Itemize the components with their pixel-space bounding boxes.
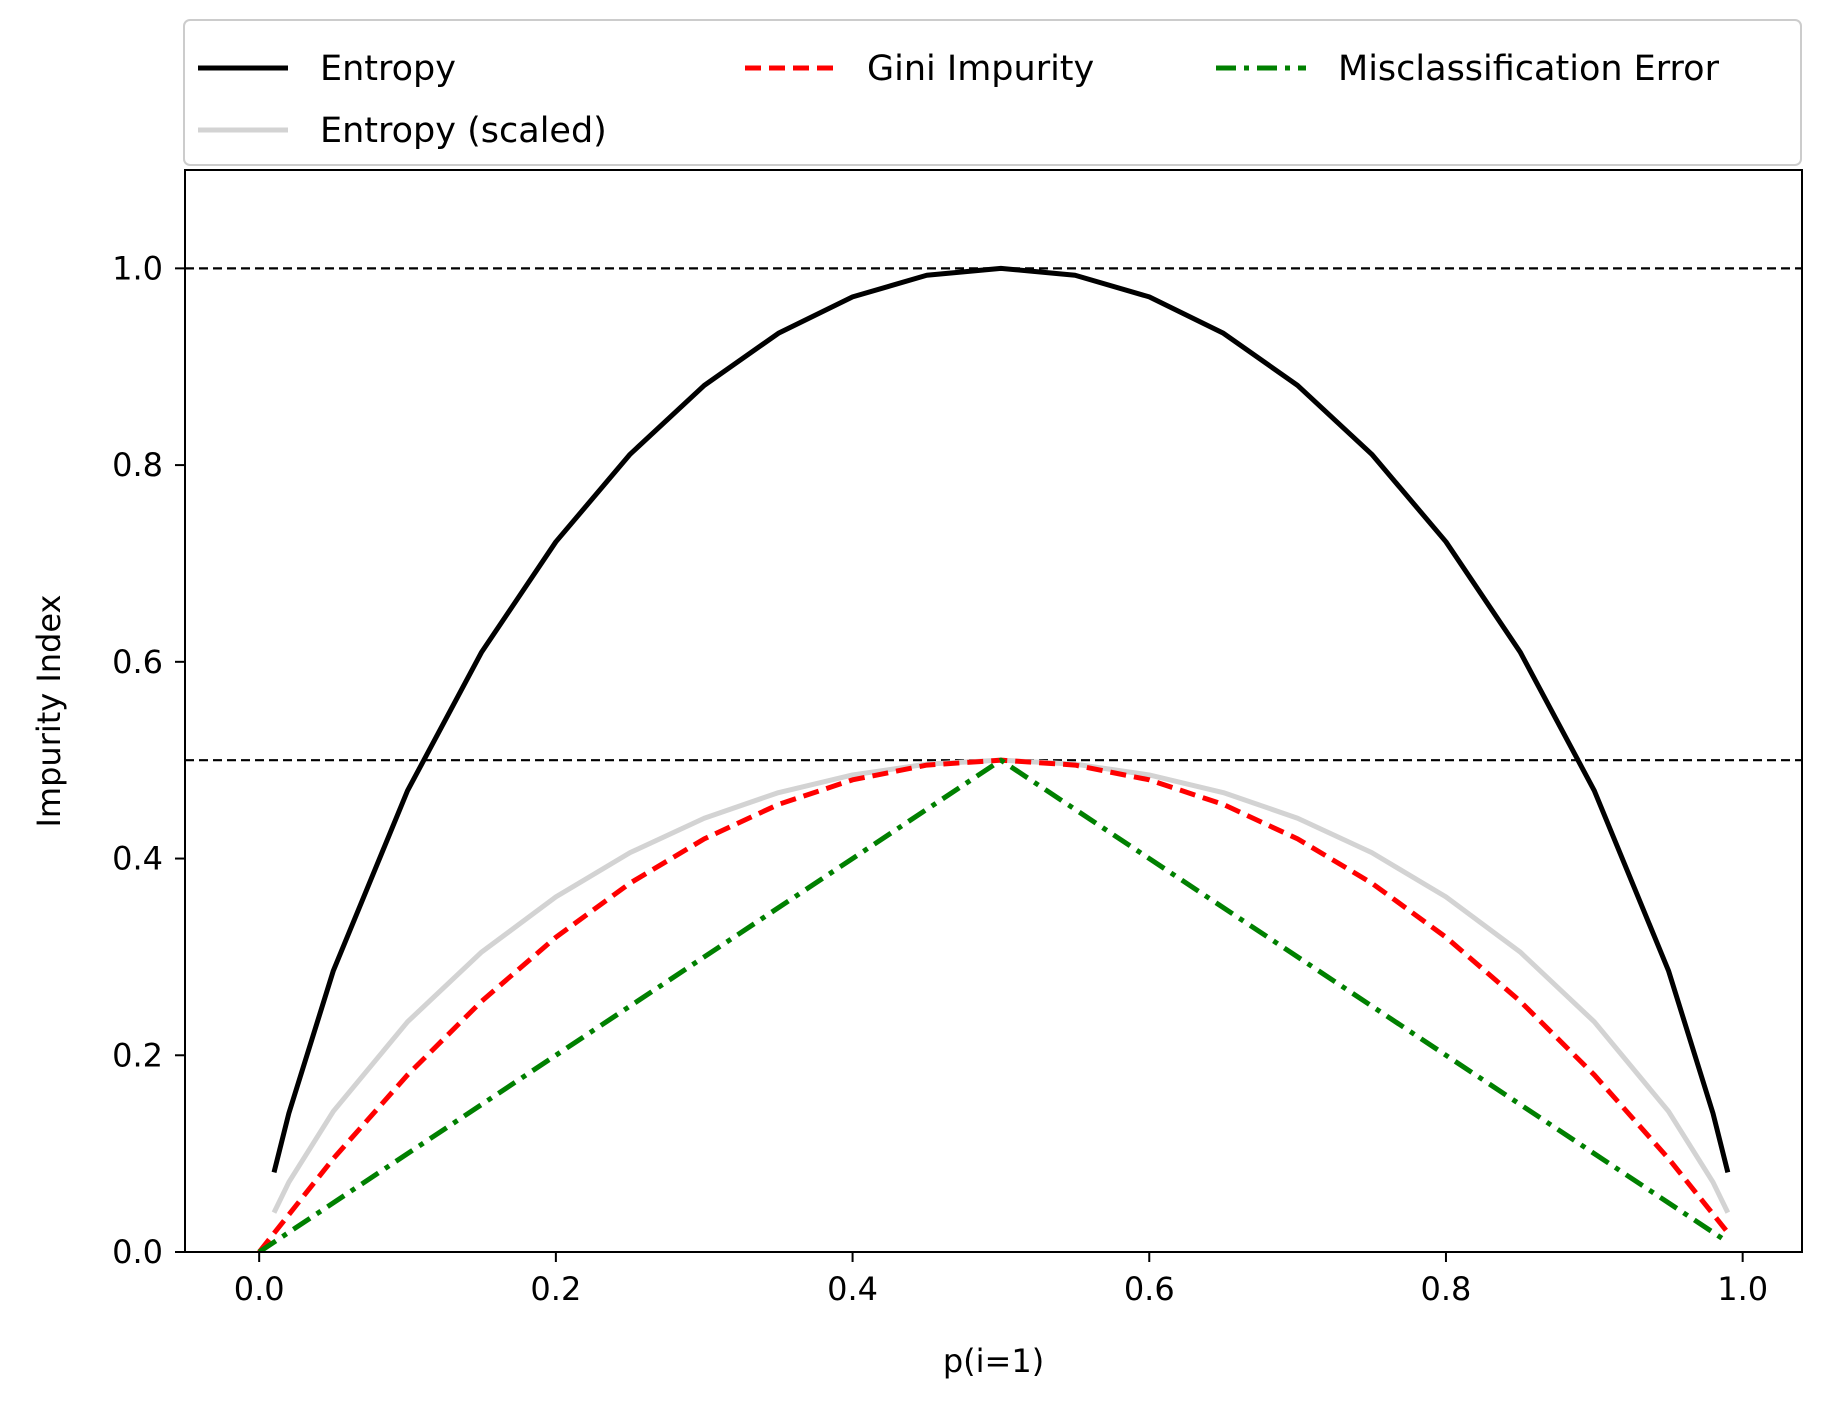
legend-label: Misclassification Error xyxy=(1338,49,1720,89)
y-tick-label: 0.6 xyxy=(112,643,163,681)
legend-label: Entropy (scaled) xyxy=(320,111,607,151)
legend: Entropy Entropy (scaled) Gini Impurity Misc… xyxy=(183,19,1802,166)
x-tick-label: 0.0 xyxy=(234,1270,285,1308)
x-tick-label: 0.4 xyxy=(827,1270,878,1308)
series-line-1 xyxy=(271,757,1731,1214)
x-axis-ticks: 0.0 0.2 0.4 0.6 0.8 1.0 xyxy=(234,1252,1768,1308)
x-tick-label: 1.0 xyxy=(1717,1270,1768,1308)
x-tick-label: 0.2 xyxy=(530,1270,581,1308)
reference-lines xyxy=(185,267,1802,762)
legend-label: Entropy xyxy=(320,49,456,89)
series-layer xyxy=(257,265,1731,1252)
series-line-2 xyxy=(257,757,1730,1252)
y-tick-label: 0.2 xyxy=(112,1036,163,1074)
y-tick-label: 0.0 xyxy=(112,1233,163,1271)
y-tick-label: 0.8 xyxy=(112,446,163,484)
legend-box xyxy=(183,19,1802,166)
x-tick-label: 0.6 xyxy=(1124,1270,1175,1308)
y-tick-label: 1.0 xyxy=(112,249,163,287)
x-tick-label: 0.8 xyxy=(1421,1270,1472,1308)
plot-frame xyxy=(184,169,1803,1253)
series-line-3 xyxy=(257,757,1730,1252)
legend-label: Gini Impurity xyxy=(867,49,1094,89)
y-tick-label: 0.4 xyxy=(112,840,163,878)
x-axis-label: p(i=1) xyxy=(943,1342,1044,1380)
y-axis-label: Impurity Index xyxy=(30,595,68,828)
y-axis-ticks: 0.0 0.2 0.4 0.6 0.8 1.0 xyxy=(112,249,185,1271)
series-line-0 xyxy=(271,265,1731,1173)
